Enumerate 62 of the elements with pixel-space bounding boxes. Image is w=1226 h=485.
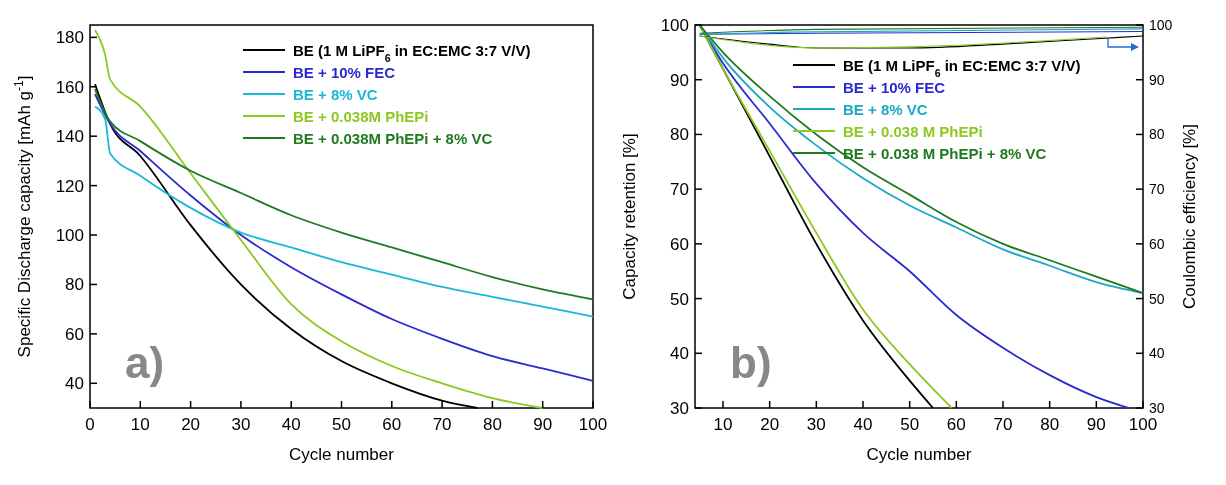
x-axis-title: Cycle number (866, 445, 972, 464)
y2-tick-label: 100 (1149, 17, 1173, 33)
y-tick-label: 70 (670, 180, 689, 200)
legend-label: BE + 8% VC (293, 86, 378, 103)
y-tick-label: 60 (670, 234, 689, 254)
x-tick-label: 30 (806, 415, 826, 434)
y2-tick-label: 30 (1149, 400, 1165, 416)
y-tick-label: 80 (670, 125, 689, 145)
legend-label: BE + 10% FEC (843, 79, 946, 96)
x-tick-label: 10 (713, 415, 733, 434)
y-tick-label: 100 (55, 226, 84, 246)
legend-label: BE + 0.038M PhEPi (293, 108, 429, 125)
x-tick-label: 100 (1128, 415, 1158, 434)
x-tick-label: 40 (281, 415, 301, 434)
x-tick-label: 80 (1040, 415, 1060, 434)
y-tick-label: 40 (670, 344, 689, 364)
legend-label: BE (1 M LiPF$_{6}$ in EC:EMC 3:7 V/V) (843, 57, 1081, 79)
x-tick-label: 20 (181, 415, 201, 434)
annotation: a) (125, 338, 165, 387)
x-tick-label: 80 (482, 415, 502, 434)
x-tick-label: 50 (900, 415, 920, 434)
y2-tick-label: 60 (1149, 235, 1165, 252)
y-tick-label: 160 (55, 77, 84, 97)
y-tick-label: 50 (670, 289, 689, 309)
y-tick-label: 60 (65, 324, 84, 344)
legend-label: BE + 8% VC (843, 101, 928, 118)
y-tick-label: 100 (660, 16, 689, 35)
legend-label: BE + 0.038 M PhEPi (843, 123, 983, 140)
y-tick-label: 120 (55, 176, 84, 196)
y2-axis-title: Coulombic efficiency [%] (1180, 124, 1199, 309)
y-tick-label: 40 (65, 374, 84, 394)
y2-tick-label: 70 (1149, 181, 1165, 198)
x-axis-title: Cycle number (289, 445, 395, 464)
y-tick-label: 80 (65, 275, 84, 295)
x-tick-label: 50 (332, 415, 351, 434)
x-tick-label: 90 (1086, 415, 1106, 434)
x-tick-label: 70 (432, 415, 452, 434)
x-tick-label: 60 (382, 415, 402, 434)
y-tick-label: 90 (670, 70, 689, 90)
legend-label: BE + 10% FEC (293, 64, 396, 81)
legend-label: BE + 0.038M PhEPi + 8% VC (293, 130, 493, 147)
legend-label: BE (1 M LiPF$_{6}$ in EC:EMC 3:7 V/V) (293, 42, 531, 64)
y2-tick-label: 50 (1149, 290, 1165, 307)
y2-tick-label: 90 (1149, 71, 1165, 88)
x-tick-label: 10 (130, 415, 150, 434)
y-tick-label: 180 (55, 28, 84, 48)
y-axis-title: Capacity retention [%] (620, 133, 639, 300)
x-tick-label: 40 (853, 415, 873, 434)
line-series (698, 24, 1144, 294)
x-tick-label: 60 (946, 415, 966, 434)
x-tick-label: 100 (578, 415, 608, 434)
x-tick-label: 20 (760, 415, 780, 434)
y-tick-label: 140 (55, 127, 84, 147)
x-tick-label: 90 (533, 415, 553, 434)
legend-label: BE + 0.038 M PhEPi + 8% VC (843, 145, 1047, 162)
y-tick-label: 30 (670, 399, 689, 418)
annotation: b) (730, 338, 772, 387)
x-tick-label: 70 (993, 415, 1013, 434)
y2-tick-label: 40 (1149, 345, 1165, 362)
x-tick-label: 0 (85, 415, 95, 434)
y2-tick-label: 80 (1149, 126, 1165, 143)
x-tick-label: 30 (231, 415, 251, 434)
